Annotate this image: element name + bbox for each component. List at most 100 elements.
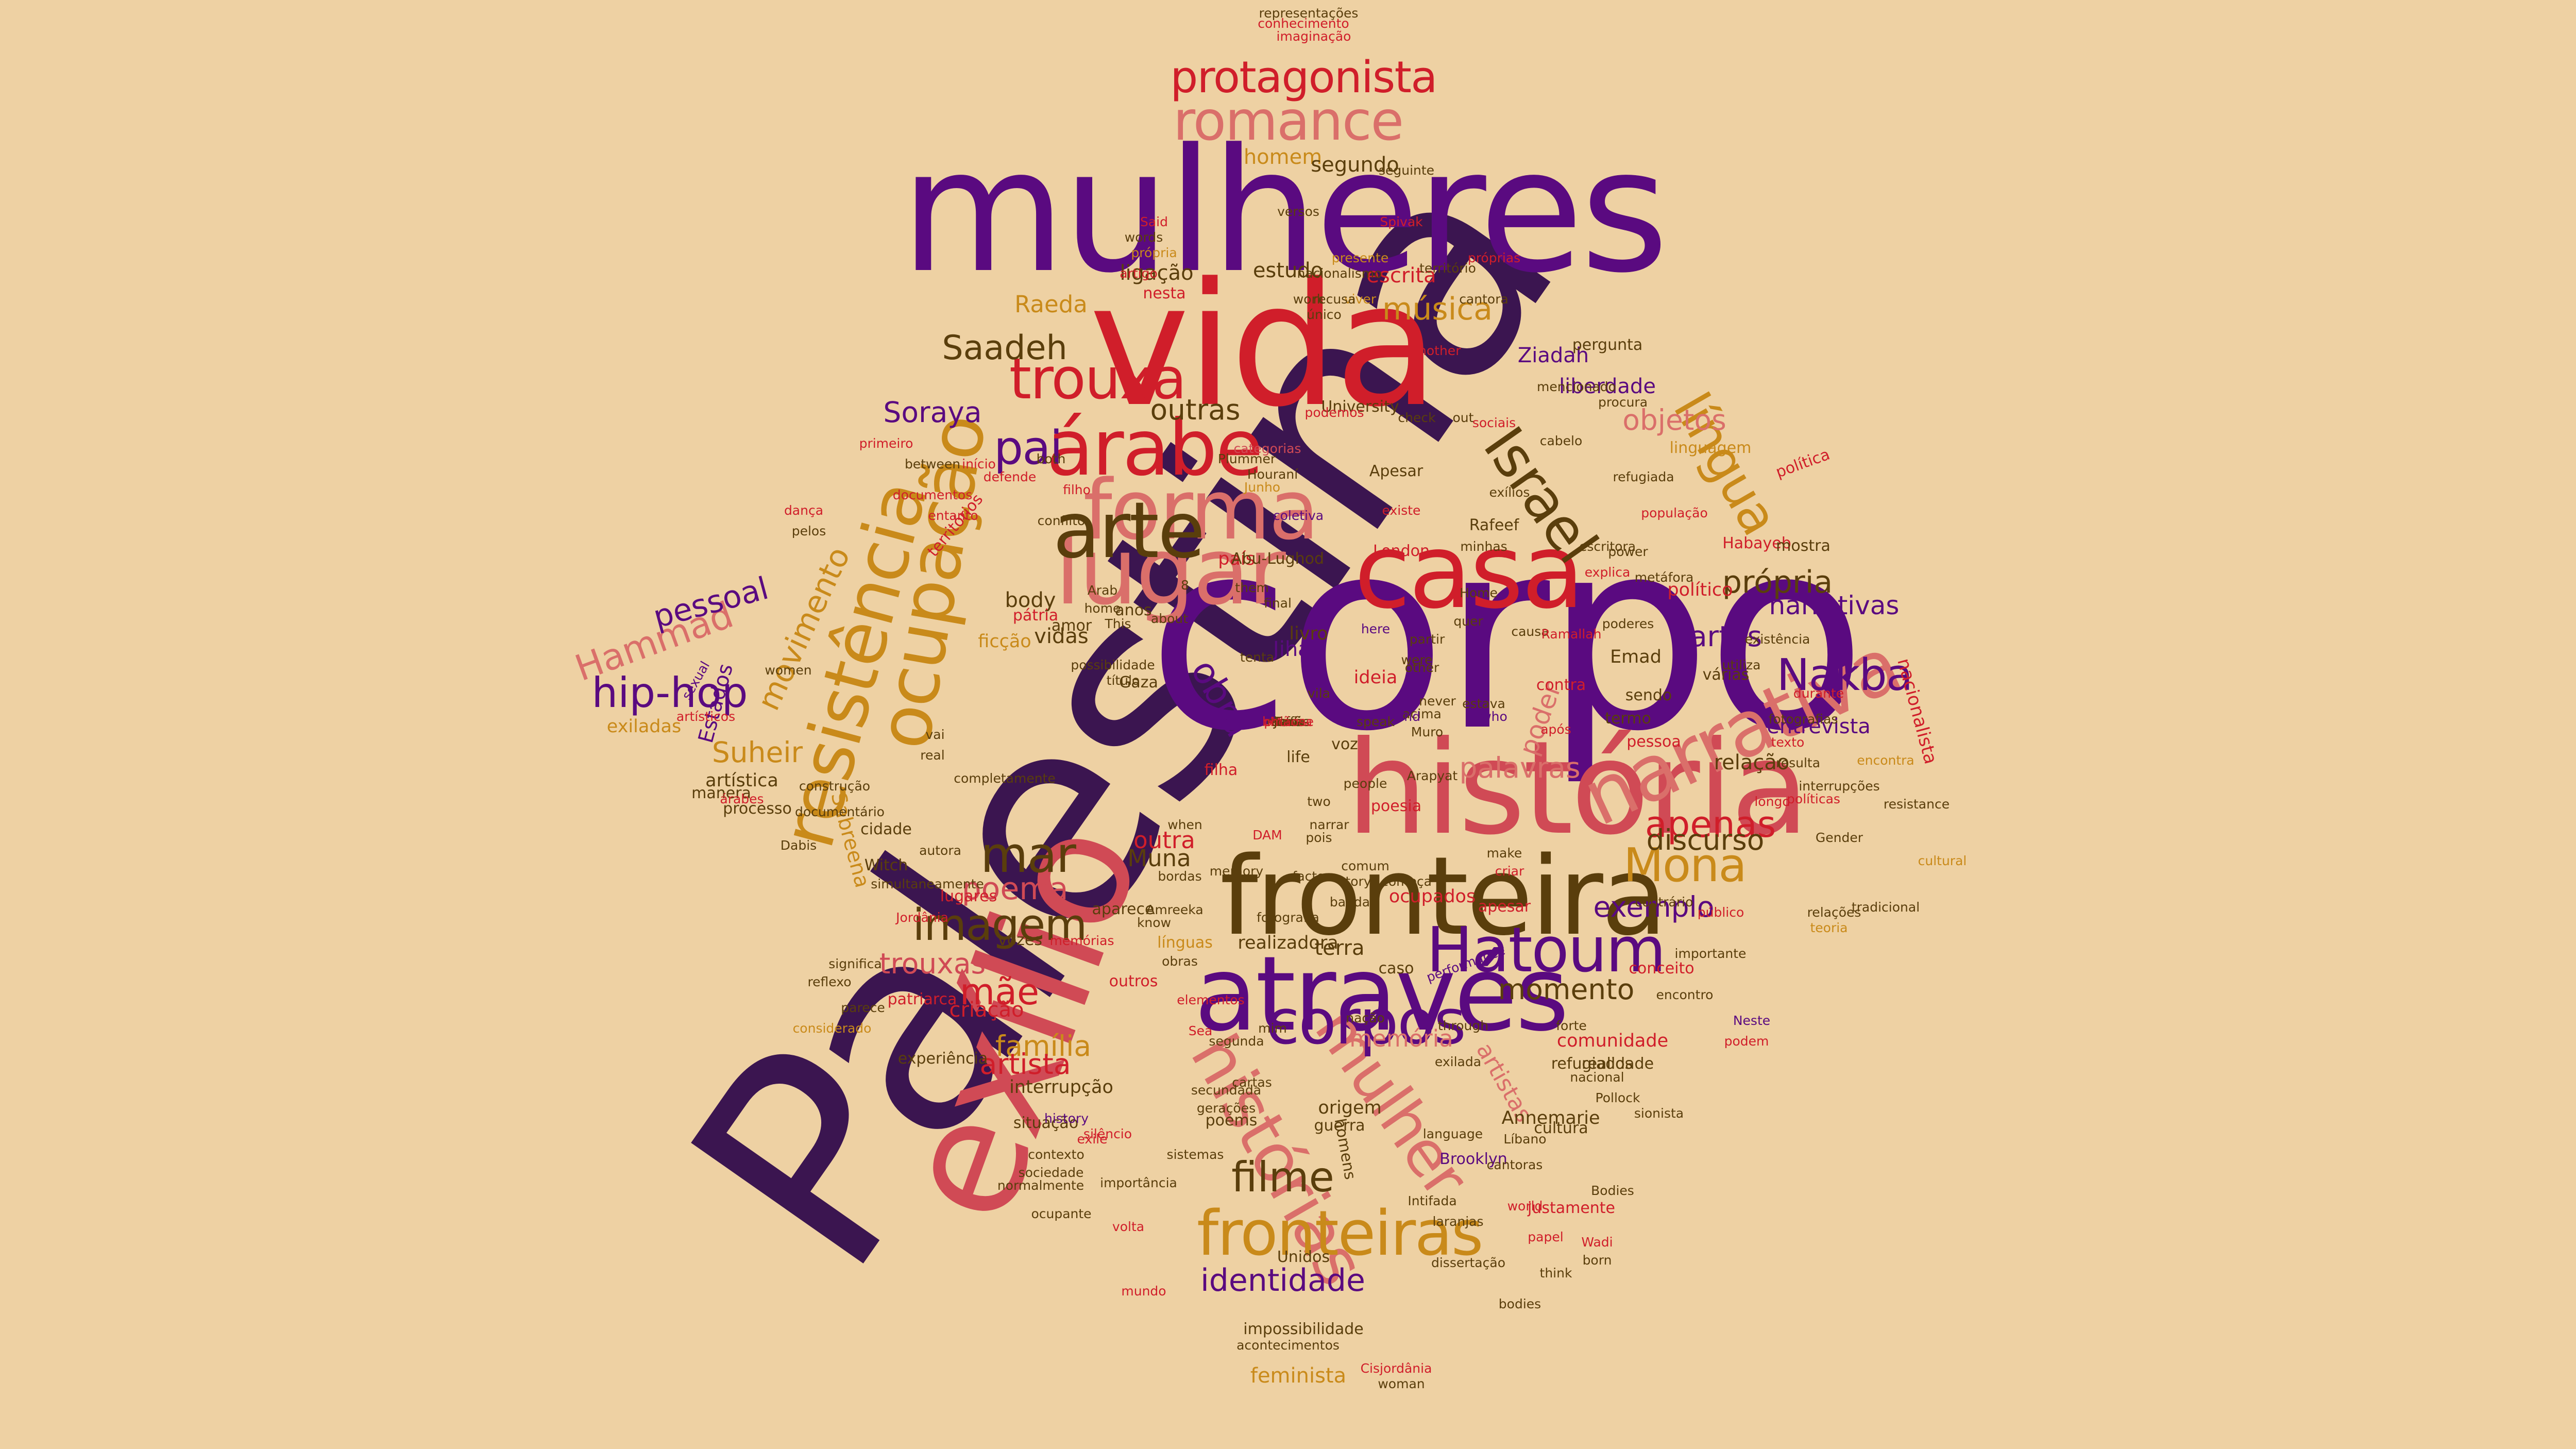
- cloud-word: Maria: [1270, 714, 1306, 729]
- cloud-word: poema: [961, 871, 1069, 907]
- cloud-word: termo: [1605, 710, 1651, 728]
- cloud-word: realizadora: [1238, 932, 1338, 953]
- cloud-word: fotografia: [1257, 909, 1319, 925]
- cloud-word: forma: [1083, 462, 1319, 558]
- cloud-word: conceito: [1629, 959, 1694, 978]
- cloud-word: caso: [1378, 959, 1414, 978]
- cloud-word: viver: [1344, 291, 1377, 307]
- cloud-word: encontra: [1857, 752, 1914, 768]
- cloud-word: pátria: [1012, 606, 1059, 625]
- cloud-word: Dabis: [780, 837, 817, 853]
- cloud-word: texto: [1771, 734, 1805, 750]
- cloud-word: político: [1667, 579, 1733, 600]
- cloud-word: bordas: [1158, 868, 1202, 884]
- cloud-word: causa: [1511, 624, 1549, 639]
- cloud-word: explica: [1584, 564, 1631, 580]
- cloud-word: apesar: [1478, 898, 1531, 916]
- cloud-word: Fadi: [1275, 714, 1301, 729]
- cloud-word: Pollock: [1595, 1090, 1640, 1105]
- cloud-word: autora: [919, 843, 961, 858]
- cloud-word: mostra: [1776, 537, 1831, 555]
- cloud-word: contrário: [1635, 894, 1693, 909]
- cloud-word: relação: [1714, 751, 1790, 774]
- cloud-word: cartas: [1232, 1074, 1272, 1090]
- cloud-word: trouxa: [1009, 346, 1187, 412]
- cloud-word: arte: [1053, 486, 1206, 576]
- cloud-word: documentos: [892, 487, 973, 502]
- cloud-word: ideia: [1353, 667, 1398, 688]
- cloud-word: contra: [1536, 676, 1586, 694]
- cloud-word: próprias: [1467, 250, 1521, 265]
- cloud-word: Líbano: [1503, 1131, 1547, 1147]
- cloud-word: memory: [1209, 863, 1264, 879]
- cloud-word: Raeda: [1014, 290, 1088, 318]
- cloud-word: Soraya: [883, 395, 982, 429]
- cloud-word: poderes: [1602, 616, 1654, 631]
- cloud-word: país: [1218, 548, 1255, 569]
- cloud-word: memória: [1349, 1024, 1453, 1052]
- cloud-word: Witch: [864, 856, 908, 874]
- cloud-word: artista: [979, 1047, 1071, 1081]
- cloud-word: both: [1036, 451, 1066, 466]
- cloud-word: interrupção: [1009, 1076, 1113, 1098]
- cloud-word: estava: [1462, 696, 1505, 711]
- cloud-word: exílios: [1489, 484, 1530, 500]
- cloud-word: população: [1641, 505, 1708, 520]
- cloud-word: sociedade: [1018, 1165, 1084, 1180]
- cloud-word: escritora: [1579, 538, 1636, 554]
- cloud-word: fotografias: [1768, 711, 1838, 727]
- cloud-word: podem: [1724, 1033, 1769, 1049]
- cloud-word: importância: [1100, 1175, 1177, 1190]
- cloud-word: dança: [784, 502, 824, 518]
- cloud-word: Amreeka: [1146, 902, 1204, 917]
- cloud-word: through: [1437, 1018, 1489, 1033]
- cloud-word: interrupções: [1799, 778, 1880, 794]
- cloud-word: imagem: [912, 899, 1087, 951]
- cloud-word: criação: [949, 998, 1024, 1022]
- cloud-word: history: [1044, 1110, 1089, 1126]
- cloud-word: mãos: [1270, 714, 1306, 729]
- cloud-word: body: [1005, 588, 1056, 612]
- cloud-word: volta: [1112, 1219, 1145, 1234]
- cloud-word: resistance: [1883, 796, 1950, 812]
- cloud-word: território: [1419, 260, 1476, 276]
- cloud-word: cultural: [1918, 853, 1967, 868]
- cloud-word: filha: [1204, 761, 1238, 779]
- cloud-word: never: [1419, 693, 1456, 709]
- cloud-word: This: [1105, 616, 1131, 631]
- cloud-word: Suheir: [711, 735, 803, 769]
- cloud-word: casa: [1354, 512, 1584, 632]
- cloud-word: Jaffa: [1274, 714, 1302, 729]
- cloud-word: comum: [1341, 858, 1389, 873]
- cloud-word: Jordânia: [896, 909, 948, 925]
- cloud-word: secundada: [1191, 1082, 1262, 1098]
- cloud-word: arma: [1271, 714, 1305, 729]
- cloud-word: Said: [1140, 214, 1168, 229]
- cloud-word: entanto: [928, 508, 978, 523]
- cloud-word: segunda: [1209, 1033, 1264, 1049]
- cloud-word: mim: [1258, 1020, 1287, 1036]
- cloud-word: romance: [1173, 89, 1404, 153]
- cloud-word: cidade: [860, 820, 912, 838]
- cloud-word: vida: [1089, 246, 1439, 444]
- cloud-word: versos: [1277, 204, 1319, 219]
- cloud-word: música: [1382, 291, 1493, 327]
- cloud-word: nacional: [1570, 1069, 1624, 1085]
- cloud-word: Mona: [1623, 838, 1747, 892]
- cloud-word: Jihad: [1273, 637, 1324, 661]
- cloud-word: Abu-Lughod: [1231, 550, 1325, 568]
- cloud-word: origem: [1318, 1097, 1382, 1118]
- cloud-word: Ziadah: [1517, 344, 1589, 367]
- cloud-word: Wadi: [1581, 1234, 1613, 1250]
- cloud-word: story: [1338, 873, 1371, 889]
- cloud-word: menos: [1266, 714, 1310, 729]
- cloud-word: Arapyat: [1406, 768, 1458, 783]
- cloud-word: presente: [1331, 250, 1389, 265]
- cloud-word: filme: [1231, 1153, 1334, 1201]
- cloud-word: quer: [1453, 613, 1483, 629]
- cloud-word: experiência: [897, 1050, 988, 1068]
- cloud-word: representações: [1259, 5, 1359, 21]
- cloud-word: exiladas: [606, 716, 682, 737]
- cloud-word: título: [1106, 672, 1140, 688]
- cloud-word: documentário: [795, 804, 885, 819]
